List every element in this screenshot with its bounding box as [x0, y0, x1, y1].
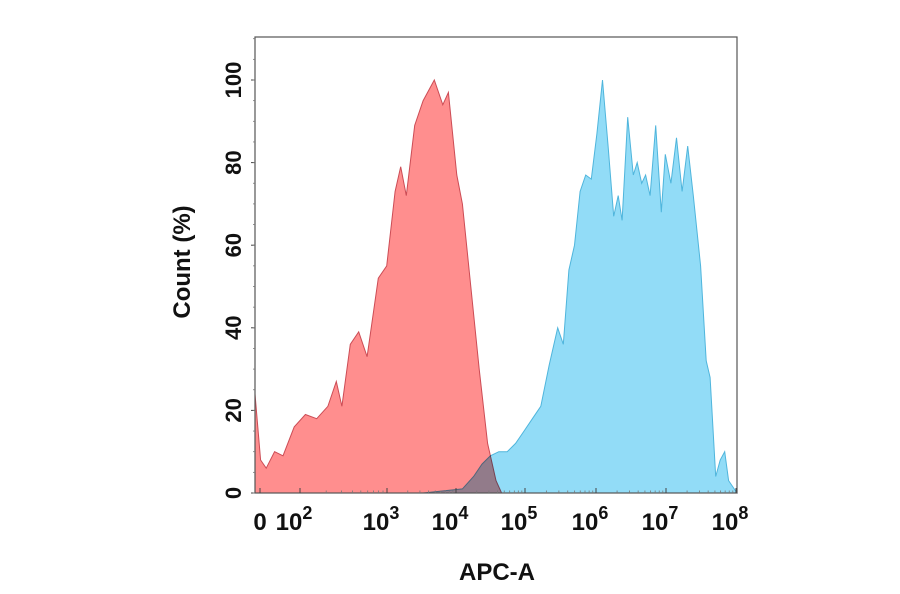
y-tick-label: 80: [221, 150, 246, 174]
x-tick-label: 104: [432, 503, 469, 536]
y-tick-label: 0: [221, 487, 246, 499]
plot-frame: [254, 36, 738, 494]
y-axis-title: Count (%): [169, 205, 196, 318]
blue-histogram-area: [423, 79, 738, 494]
x-tick-label: 103: [363, 503, 400, 536]
x-tick-label: 105: [501, 503, 538, 536]
x-tick-label: 108: [712, 503, 749, 536]
series-layer: [254, 78, 738, 494]
y-tick-label: 20: [221, 398, 246, 422]
x-tick-label: 0: [253, 509, 266, 536]
y-tick-label: 40: [221, 316, 246, 340]
x-tick-label: 102: [276, 503, 313, 536]
x-tick-label: 107: [642, 503, 679, 536]
red-histogram-area: [254, 78, 503, 494]
axes-layer: 0 20 40 60 80 100 0 102 103 104 105 106 107 108: [221, 38, 749, 536]
y-tick-label: 60: [221, 233, 246, 257]
x-axis-title: APC-A: [459, 559, 535, 586]
y-tick-label: 100: [221, 62, 246, 99]
x-tick-label: 106: [572, 503, 609, 536]
